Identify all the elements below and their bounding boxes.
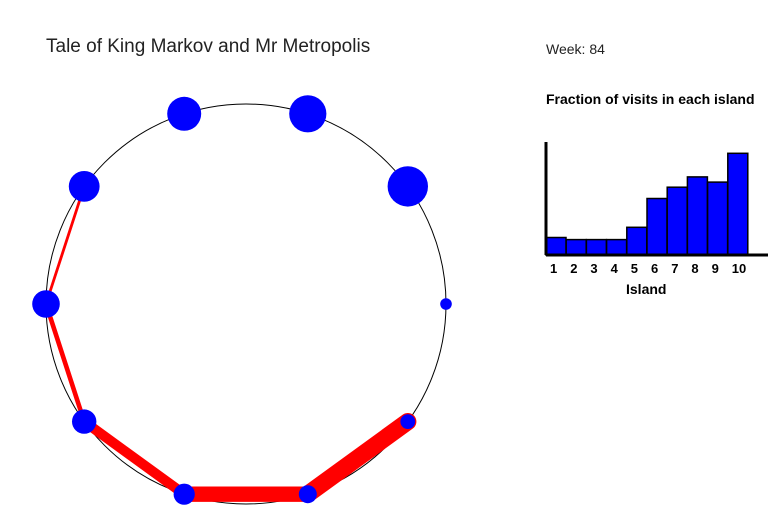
island-2 [400,414,416,429]
x-tick-label: 4 [611,261,619,276]
island-4 [173,483,195,505]
week-counter: Week: 84 [546,41,605,57]
visit-histogram: 1 2 3 4 5 6 7 8 9 10 Island [544,142,768,297]
week-label: Week: [546,41,586,57]
x-tick-label: 9 [712,261,719,276]
bar-island-10 [727,152,749,256]
islands [32,95,452,505]
bar-island-5 [626,226,648,256]
histogram-title: Fraction of visits in each island [546,91,755,107]
island-8 [167,96,202,131]
x-tick-label: 3 [590,261,597,276]
x-tick-label: 7 [671,261,678,276]
x-tick-label: 1 [550,261,557,276]
x-tick-label: 2 [570,261,577,276]
bar-island-9 [706,181,729,256]
bar-island-7 [666,186,688,256]
chart-title: Tale of King Markov and Mr Metropolis [46,36,371,57]
path-segment-7-6 [44,184,86,306]
island-10 [387,166,428,207]
x-tick-label: 5 [631,261,638,276]
path-segment-5-4 [79,416,190,500]
x-tick-label: 6 [651,261,658,276]
x-axis-label: Island [626,281,666,297]
bar-island-3 [585,238,608,256]
bar-island-4 [605,238,628,256]
bar-island-8 [686,176,709,256]
x-tick-label: 8 [691,261,698,276]
island-7 [68,171,100,202]
island-9 [289,95,327,133]
bar-island-2 [565,238,587,256]
island-5 [72,409,97,434]
island-3 [298,485,317,504]
island-6 [32,290,60,318]
path-segment-6-5 [43,301,87,424]
x-tick-label: 10 [732,261,746,276]
bar-island-6 [646,197,668,256]
week-value: 84 [589,41,605,57]
island-1 [440,298,452,310]
bar-island-1 [545,236,567,256]
path-segment-3-2 [299,413,417,503]
travel-path [43,184,417,503]
